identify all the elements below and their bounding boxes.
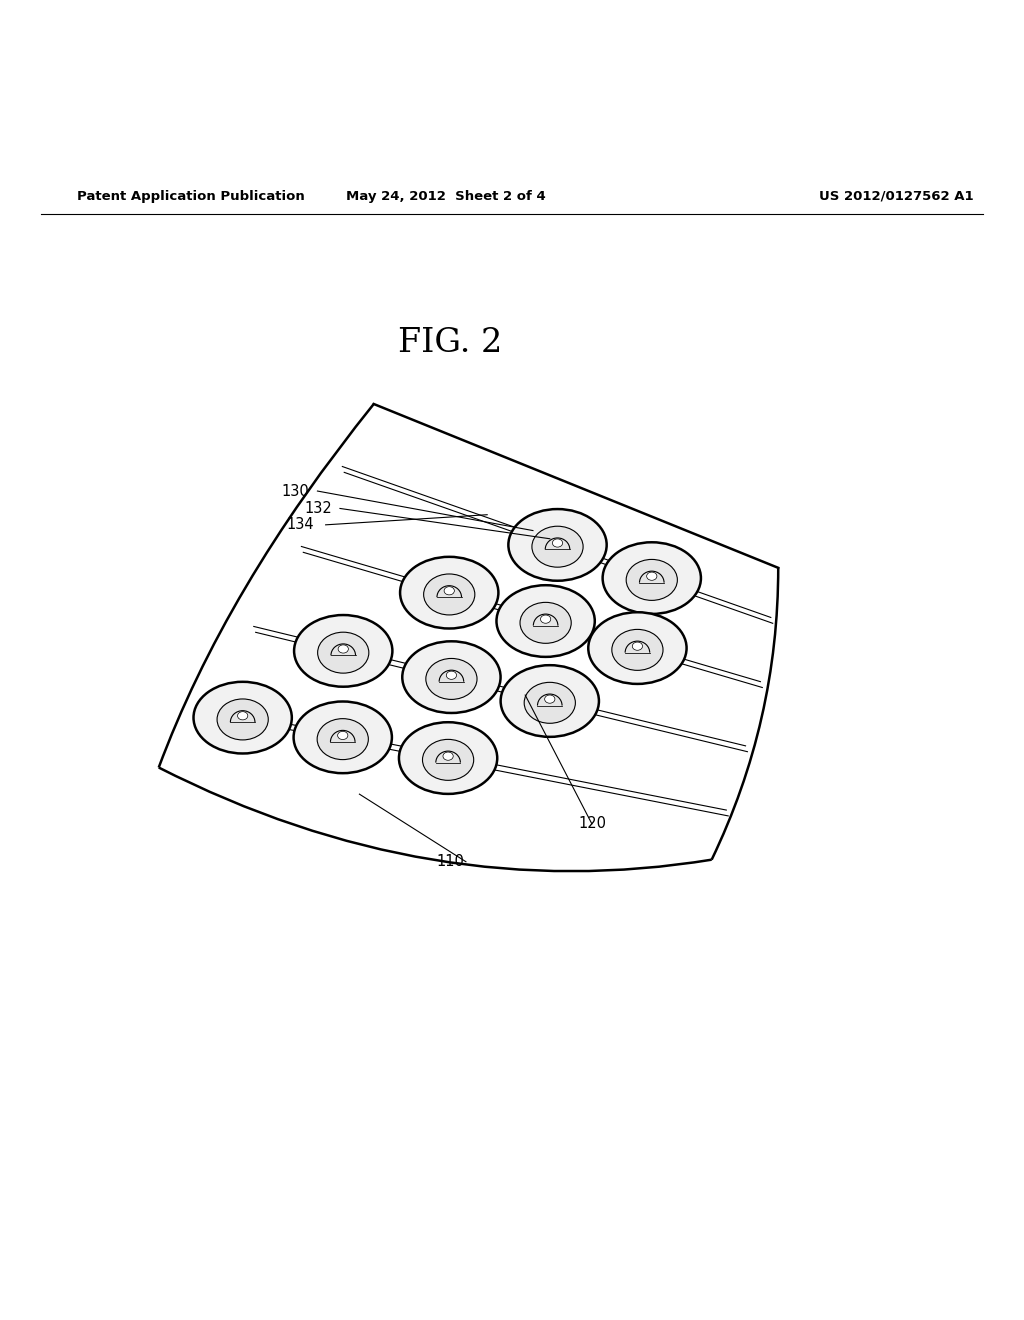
Text: 132: 132 bbox=[304, 502, 332, 516]
FancyBboxPatch shape bbox=[197, 713, 208, 722]
FancyBboxPatch shape bbox=[402, 754, 414, 763]
Ellipse shape bbox=[399, 722, 498, 793]
FancyBboxPatch shape bbox=[477, 754, 487, 763]
Ellipse shape bbox=[443, 752, 454, 760]
FancyBboxPatch shape bbox=[406, 673, 417, 681]
FancyBboxPatch shape bbox=[298, 647, 308, 655]
Ellipse shape bbox=[552, 539, 562, 546]
Ellipse shape bbox=[524, 682, 575, 723]
Text: 120: 120 bbox=[579, 816, 606, 832]
Ellipse shape bbox=[444, 586, 455, 595]
FancyBboxPatch shape bbox=[504, 697, 515, 705]
Ellipse shape bbox=[588, 612, 686, 684]
Ellipse shape bbox=[611, 630, 663, 671]
Ellipse shape bbox=[338, 645, 348, 653]
FancyBboxPatch shape bbox=[372, 647, 383, 655]
Ellipse shape bbox=[446, 671, 457, 680]
Ellipse shape bbox=[402, 642, 501, 713]
Text: FIG. 2: FIG. 2 bbox=[398, 326, 503, 359]
FancyBboxPatch shape bbox=[372, 733, 382, 742]
Text: May 24, 2012  Sheet 2 of 4: May 24, 2012 Sheet 2 of 4 bbox=[345, 190, 546, 203]
Ellipse shape bbox=[603, 543, 701, 614]
Ellipse shape bbox=[317, 718, 369, 759]
Ellipse shape bbox=[238, 711, 248, 719]
Ellipse shape bbox=[497, 585, 595, 657]
FancyBboxPatch shape bbox=[271, 713, 283, 722]
Text: Patent Application Publication: Patent Application Publication bbox=[77, 190, 304, 203]
Text: US 2012/0127562 A1: US 2012/0127562 A1 bbox=[819, 190, 974, 203]
Ellipse shape bbox=[294, 615, 392, 686]
FancyBboxPatch shape bbox=[579, 697, 590, 705]
FancyBboxPatch shape bbox=[297, 733, 308, 742]
FancyBboxPatch shape bbox=[478, 589, 488, 597]
FancyBboxPatch shape bbox=[574, 616, 586, 626]
Text: 130: 130 bbox=[282, 483, 309, 499]
Ellipse shape bbox=[647, 572, 657, 581]
Ellipse shape bbox=[424, 574, 475, 615]
Ellipse shape bbox=[217, 700, 268, 741]
Ellipse shape bbox=[627, 560, 678, 601]
Ellipse shape bbox=[520, 602, 571, 643]
Ellipse shape bbox=[426, 659, 477, 700]
Ellipse shape bbox=[294, 701, 392, 774]
Ellipse shape bbox=[632, 642, 642, 651]
FancyBboxPatch shape bbox=[500, 616, 511, 626]
FancyBboxPatch shape bbox=[667, 644, 677, 652]
FancyBboxPatch shape bbox=[403, 589, 415, 597]
FancyBboxPatch shape bbox=[681, 574, 691, 582]
Ellipse shape bbox=[400, 557, 499, 628]
Ellipse shape bbox=[338, 731, 348, 739]
Text: 110: 110 bbox=[436, 854, 465, 870]
Ellipse shape bbox=[423, 739, 474, 780]
Ellipse shape bbox=[541, 615, 551, 623]
Ellipse shape bbox=[501, 665, 599, 737]
Ellipse shape bbox=[317, 632, 369, 673]
FancyBboxPatch shape bbox=[512, 540, 522, 549]
Ellipse shape bbox=[508, 510, 606, 581]
Ellipse shape bbox=[545, 696, 555, 704]
FancyBboxPatch shape bbox=[587, 540, 597, 549]
Text: 134: 134 bbox=[287, 517, 314, 532]
FancyBboxPatch shape bbox=[606, 574, 616, 582]
FancyBboxPatch shape bbox=[592, 644, 602, 652]
Ellipse shape bbox=[194, 682, 292, 754]
FancyBboxPatch shape bbox=[480, 673, 492, 681]
Ellipse shape bbox=[531, 527, 583, 568]
